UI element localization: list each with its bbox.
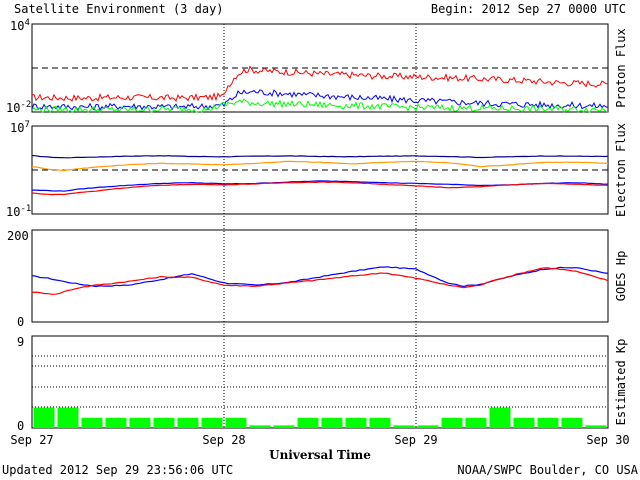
hp-series-1 [31, 267, 609, 295]
kp-bar [153, 417, 175, 428]
electron-ytick-bottom: 10-1 [6, 204, 31, 219]
kp-bar [513, 417, 535, 428]
credit: NOAA/SWPC Boulder, CO USA [457, 463, 638, 477]
kp-bar [369, 417, 391, 428]
kp-bar [537, 417, 559, 428]
kp-bar [57, 407, 79, 428]
xtick-sep28: Sep 28 [202, 433, 245, 447]
proton-ytick-top: 104 [10, 18, 30, 33]
kp-bar [225, 417, 247, 428]
electron-series-3 [31, 181, 609, 196]
hp-panel-frame [31, 229, 609, 323]
kp-bar [129, 417, 151, 428]
electron-series-layer [31, 154, 609, 196]
begin-time: Begin: 2012 Sep 27 0000 UTC [431, 2, 626, 16]
proton-panel-frame [31, 23, 609, 113]
kp-bar [465, 417, 487, 428]
proton-series-layer [31, 65, 609, 114]
updated-time: Updated 2012 Sep 29 23:56:06 UTC [2, 463, 233, 477]
kp-ytick-top: 9 [17, 335, 24, 349]
electron-series-0 [31, 154, 609, 159]
xtick-sep29: Sep 29 [394, 433, 437, 447]
kp-bar [201, 417, 223, 428]
proton-series-2 [31, 98, 609, 114]
kp-bar [321, 417, 343, 428]
kp-bar [441, 417, 463, 428]
kp-ytick-bottom: 0 [17, 419, 24, 433]
kp-bar [33, 407, 55, 428]
kp-bar [561, 417, 583, 428]
proton-series-1 [31, 89, 609, 112]
hp-ytick-top: 200 [7, 229, 29, 243]
proton-ytick-bottom: 10-2 [6, 100, 31, 115]
kp-bar [345, 417, 367, 428]
hp-ylabel: GOES Hp [614, 251, 628, 302]
kp-gridlines [32, 355, 608, 408]
kp-bar [273, 425, 295, 428]
electron-series-1 [31, 160, 609, 172]
proton-series-0 [31, 65, 609, 102]
electron-panel-frame [31, 125, 609, 215]
electron-ytick-top: 107 [10, 120, 30, 135]
kp-bar [81, 417, 103, 428]
plot-title: Satellite Environment (3 day) [14, 2, 224, 16]
kp-bar [585, 425, 607, 428]
kp-bar [417, 425, 439, 428]
kp-ylabel: Estimated Kp [614, 339, 628, 426]
kp-bar [105, 417, 127, 428]
proton-ylabel: Proton Flux [614, 28, 628, 107]
kp-bar [393, 425, 415, 428]
x-axis-label: Universal Time [269, 448, 371, 462]
xtick-sep27: Sep 27 [10, 433, 53, 447]
kp-bar [249, 425, 271, 428]
kp-bar [177, 417, 199, 428]
day-gridlines [223, 24, 417, 428]
kp-panel-frame [31, 335, 609, 429]
electron-ylabel: Electron Flux [614, 123, 628, 217]
xtick-sep30: Sep 30 [586, 433, 629, 447]
hp-series-layer [31, 266, 609, 295]
kp-bars-layer [33, 407, 607, 428]
hp-ytick-bottom: 0 [17, 315, 24, 329]
hp-series-0 [31, 266, 609, 288]
kp-bar [297, 417, 319, 428]
kp-bar [489, 407, 511, 428]
